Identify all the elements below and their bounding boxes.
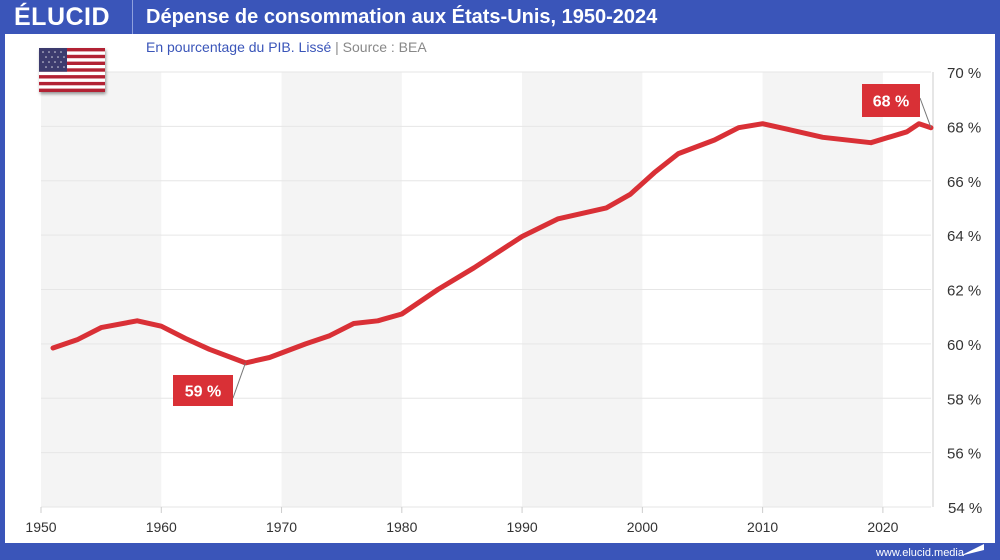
elucid-mark-icon [960, 544, 984, 556]
subtitle: En pourcentage du PIB. Lissé | Source : … [146, 39, 427, 55]
annotation-box [173, 375, 233, 406]
subtitle-text: En pourcentage du PIB. Lissé [146, 39, 332, 55]
x-tick-label: 1960 [146, 519, 177, 535]
header: ÉLUCID Dépense de consommation aux États… [0, 0, 1000, 34]
annotation-label: 59 % [185, 384, 221, 401]
y-tick-label: 64 % [947, 228, 981, 245]
x-tick-label: 1980 [386, 519, 417, 535]
header-divider [132, 0, 133, 34]
y-tick-label: 56 % [947, 446, 981, 463]
annotation-leader [919, 97, 932, 128]
x-tick-label: 2010 [747, 519, 778, 535]
annotation-box [862, 84, 920, 117]
footer-url[interactable]: www.elucid.media [875, 547, 964, 559]
subtitle-separator: | [335, 39, 339, 55]
logo: ÉLUCID [14, 3, 111, 31]
y-tick-label: 60 % [947, 337, 981, 354]
y-tick-label: 54 % [948, 500, 982, 517]
x-tick-label: 1950 [25, 519, 56, 535]
us-flag-icon [39, 48, 105, 92]
chart-title: Dépense de consommation aux États-Unis, … [146, 6, 658, 28]
y-tick-label: 66 % [947, 174, 981, 191]
x-tick-label: 2020 [867, 519, 898, 535]
annotation-label: 68 % [873, 94, 909, 111]
x-tick-label: 1990 [507, 519, 538, 535]
y-tick-label: 58 % [947, 391, 981, 408]
y-tick-label: 70 % [947, 65, 981, 82]
y-tick-label: 68 % [947, 119, 981, 136]
source: Source : BEA [342, 39, 427, 55]
annotation-leader [232, 362, 246, 399]
x-tick-label: 2000 [627, 519, 658, 535]
series-line [50, 121, 934, 366]
y-tick-label: 62 % [947, 283, 981, 300]
x-tick-label: 1970 [266, 519, 297, 535]
